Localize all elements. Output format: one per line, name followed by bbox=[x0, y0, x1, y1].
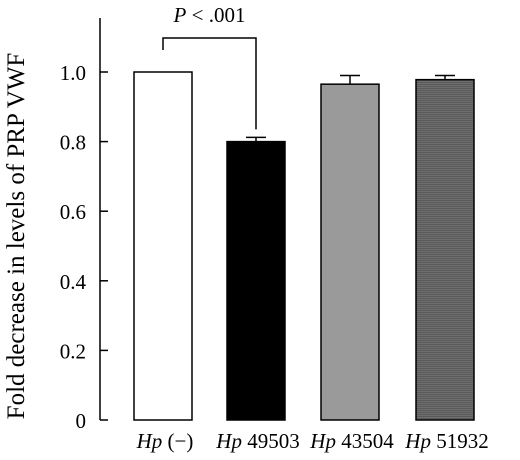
x-tick-label: Hp 51932 bbox=[404, 429, 488, 453]
y-tick-label: 0.4 bbox=[60, 270, 87, 294]
significance-label: P < .001 bbox=[173, 3, 246, 27]
bar bbox=[415, 78, 475, 421]
x-tick-label: Hp 49503 bbox=[215, 429, 299, 453]
bar bbox=[226, 140, 286, 421]
bar bbox=[133, 71, 193, 421]
plot-area: 0 0.2 0.4 0.6 0.8 1.0 Hp (−) Hp 49503 Hp 43504 Hp… bbox=[60, 3, 489, 453]
y-tick-label: 0.8 bbox=[60, 131, 86, 155]
y-tick-label: 1.0 bbox=[60, 61, 86, 85]
y-tick-label: 0.6 bbox=[60, 200, 86, 224]
x-tick-label: Hp (−) bbox=[136, 429, 194, 453]
y-tick-label: 0.2 bbox=[60, 339, 86, 363]
x-tick-label: Hp 43504 bbox=[309, 429, 394, 453]
y-tick-label: 0 bbox=[76, 409, 87, 433]
y-axis-label: Fold decrease in levels of PRP VWF bbox=[3, 53, 30, 420]
significance-bracket bbox=[162, 37, 257, 130]
bar bbox=[320, 83, 380, 421]
